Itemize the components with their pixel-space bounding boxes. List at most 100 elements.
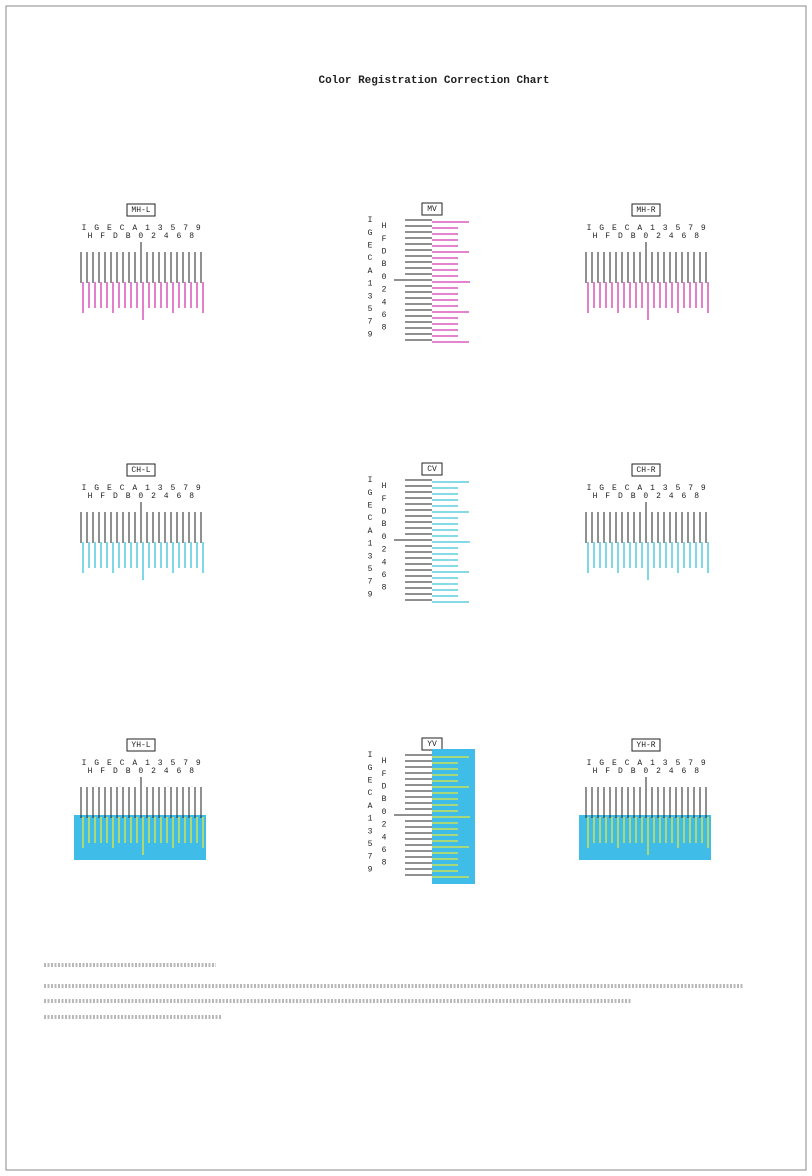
scale-label: 2 xyxy=(382,286,387,295)
scale-label: F xyxy=(382,235,387,244)
scale-label: 0 xyxy=(138,767,143,776)
scale-label: B xyxy=(631,767,636,776)
scale-label: 1 xyxy=(650,224,655,233)
pattern-label: YH-R xyxy=(636,741,655,750)
scale-label: D xyxy=(113,767,118,776)
scale-label: B xyxy=(126,492,131,501)
scale-label: 7 xyxy=(688,759,693,768)
scale-label: D xyxy=(113,492,118,501)
scale-label: A xyxy=(637,484,642,493)
scale-label: 8 xyxy=(694,492,699,501)
scale-label: 9 xyxy=(368,330,373,339)
scale-label: 9 xyxy=(196,224,201,233)
scale-label: 2 xyxy=(151,232,156,241)
scale-label: F xyxy=(100,232,105,241)
scale-label: E xyxy=(368,502,373,511)
scale-label: 8 xyxy=(189,767,194,776)
scale-label: 7 xyxy=(183,759,188,768)
scale-label: 4 xyxy=(382,558,387,567)
scale-label: A xyxy=(132,224,137,233)
scale-label: 6 xyxy=(176,767,181,776)
scale-label: 6 xyxy=(681,492,686,501)
label-box xyxy=(421,202,443,216)
pattern-label: CH-L xyxy=(131,466,150,475)
scale-label: E xyxy=(612,224,617,233)
scale-label: I xyxy=(587,759,592,768)
scale-label: C xyxy=(120,224,125,233)
scale-label: A xyxy=(368,527,373,536)
scale-label: 0 xyxy=(138,232,143,241)
scale-label: 9 xyxy=(196,484,201,493)
scale-label: 8 xyxy=(382,584,387,593)
scale-label: 4 xyxy=(669,492,674,501)
scale-label: 0 xyxy=(643,232,648,241)
scale-label: E xyxy=(368,242,373,251)
scale-label: 5 xyxy=(368,305,373,314)
scale-label: 0 xyxy=(643,767,648,776)
scale-label: 6 xyxy=(681,767,686,776)
scale-label: 9 xyxy=(368,865,373,874)
scale-label: C xyxy=(368,789,373,798)
scale-label: I xyxy=(587,484,592,493)
scale-label: 3 xyxy=(368,827,373,836)
scale-label: D xyxy=(618,232,623,241)
scale-label: F xyxy=(382,495,387,504)
pattern-label: MH-R xyxy=(636,206,655,215)
scale-label: B xyxy=(126,767,131,776)
label-box xyxy=(421,462,443,476)
label-box xyxy=(126,203,156,217)
scale-label: 2 xyxy=(656,232,661,241)
scale-label: A xyxy=(132,759,137,768)
scale-label: 6 xyxy=(382,846,387,855)
scale-label: 9 xyxy=(701,759,706,768)
scale-label: H xyxy=(593,232,598,241)
scale-label: I xyxy=(82,224,87,233)
scale-label: 3 xyxy=(158,484,163,493)
scale-label: H xyxy=(382,482,387,491)
scale-label: G xyxy=(599,224,604,233)
scale-label: 1 xyxy=(368,815,373,824)
scale-label: 3 xyxy=(368,292,373,301)
scale-label: C xyxy=(625,759,630,768)
scale-label: B xyxy=(382,520,387,529)
scale-label: F xyxy=(382,770,387,779)
scale-label: 1 xyxy=(368,540,373,549)
scale-label: F xyxy=(605,492,610,501)
scale-label: 3 xyxy=(663,224,668,233)
scale-label: G xyxy=(368,764,373,773)
scale-label: E xyxy=(612,484,617,493)
pattern-background xyxy=(579,815,711,860)
scale-label: 3 xyxy=(663,759,668,768)
scale-label: 3 xyxy=(663,484,668,493)
pattern-label: MV xyxy=(427,205,437,214)
scale-label: 0 xyxy=(382,533,387,542)
scale-label: 4 xyxy=(669,232,674,241)
scale-label: 3 xyxy=(158,224,163,233)
scale-label: I xyxy=(368,476,373,485)
scale-label: 0 xyxy=(382,273,387,282)
scale-label: C xyxy=(368,254,373,263)
scale-label: C xyxy=(625,484,630,493)
scale-label: G xyxy=(368,489,373,498)
scale-label: 5 xyxy=(368,565,373,574)
label-box xyxy=(126,738,156,752)
label-box xyxy=(126,463,156,477)
scale-label: E xyxy=(368,777,373,786)
pattern-label: CV xyxy=(427,465,437,474)
scale-label: B xyxy=(382,260,387,269)
scale-label: 9 xyxy=(701,484,706,493)
pattern-background xyxy=(74,815,206,860)
scale-label: G xyxy=(94,484,99,493)
scale-label: D xyxy=(382,508,387,517)
scale-label: G xyxy=(94,224,99,233)
scale-label: B xyxy=(126,232,131,241)
scale-label: A xyxy=(368,267,373,276)
scale-label: 6 xyxy=(681,232,686,241)
scale-label: I xyxy=(82,759,87,768)
label-box xyxy=(631,463,661,477)
scale-label: 4 xyxy=(669,767,674,776)
scale-label: 6 xyxy=(382,571,387,580)
scale-label: G xyxy=(368,229,373,238)
scale-label: 7 xyxy=(688,484,693,493)
